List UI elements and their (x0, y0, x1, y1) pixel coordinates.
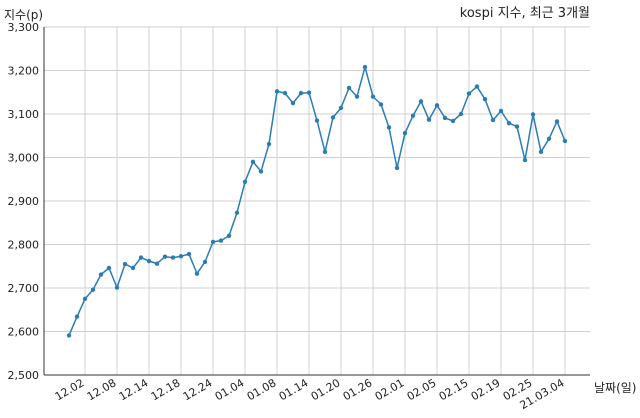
data-point (562, 138, 568, 144)
data-point (258, 169, 264, 174)
data-point (466, 91, 472, 96)
data-point (162, 254, 168, 259)
data-point (122, 261, 128, 267)
x-tick-label: 12.24 (181, 376, 215, 403)
x-tick-labels: 12.0212.0812.1412.1812.2401.0401.0801.14… (53, 376, 567, 412)
data-point (378, 102, 384, 107)
data-point (234, 210, 240, 215)
data-point (458, 111, 464, 117)
data-point (482, 97, 488, 102)
y-tick-label: 2,800 (8, 239, 40, 252)
data-point (218, 238, 224, 243)
data-point (194, 271, 200, 276)
data-point (426, 117, 432, 122)
data-point (154, 261, 160, 266)
data-point (290, 100, 296, 106)
data-point (338, 105, 344, 111)
data-point (306, 90, 312, 95)
data-point (402, 130, 408, 136)
x-tick-label: 01.08 (245, 376, 279, 403)
data-point (250, 159, 256, 165)
data-point (362, 64, 368, 70)
y-tick-label: 2,900 (8, 195, 40, 208)
data-point (242, 179, 248, 185)
x-tick-label: 01.26 (341, 376, 375, 403)
data-point (66, 333, 72, 338)
data-point (90, 287, 96, 292)
y-tick-label: 3,100 (8, 108, 40, 121)
data-point (410, 113, 416, 118)
x-tick-label: 12.08 (85, 376, 119, 403)
x-tick-label: 02.15 (437, 376, 471, 403)
data-point (186, 251, 192, 257)
data-point (130, 265, 136, 271)
data-point (514, 124, 520, 129)
data-point (226, 233, 232, 238)
data-point (282, 90, 288, 96)
data-point (138, 255, 144, 260)
data-point (506, 120, 512, 126)
data-point (106, 265, 112, 271)
y-tick-labels: 2,500 2,600 2,700 2,800 2,900 3,000 3,100 3,200… (8, 21, 40, 382)
data-point (98, 272, 104, 277)
data-point (450, 118, 456, 124)
y-tick-label: 3,200 (8, 65, 40, 78)
data-point (386, 125, 392, 130)
chart-title: kospi 지수, 최근 3개월 (460, 6, 590, 21)
data-point (442, 115, 448, 121)
grid (44, 26, 590, 376)
data-point (546, 136, 552, 141)
data-point (394, 165, 400, 171)
data-point (498, 108, 504, 114)
data-point (538, 149, 544, 155)
data-point (210, 239, 216, 245)
data-point (202, 259, 208, 265)
x-tick-label: 12.18 (149, 376, 183, 403)
data-point (474, 84, 480, 89)
x-tick-label: 01.14 (277, 376, 311, 403)
y-tick-label: 3,300 (8, 21, 40, 34)
data-point (370, 94, 376, 99)
y-tick-label: 2,600 (8, 326, 40, 339)
data-point (146, 258, 152, 264)
data-point (330, 115, 336, 120)
data-point (178, 254, 184, 259)
data-point (298, 90, 304, 96)
data-point (554, 119, 560, 124)
x-tick-label: 01.04 (213, 376, 247, 403)
x-tick-label: 12.14 (117, 376, 151, 403)
x-tick-label: 12.02 (53, 376, 87, 403)
data-point (522, 157, 528, 163)
data-point (490, 117, 496, 123)
data-point (170, 255, 176, 260)
y-tick-label: 3,000 (8, 152, 40, 165)
y-axis-label: 지수(p) (4, 8, 43, 22)
data-point (82, 296, 88, 302)
x-tick-label: 02.01 (373, 376, 407, 403)
x-axis-label: 날짜(일) (594, 381, 636, 395)
y-tick-label: 2,700 (8, 282, 40, 295)
data-point (354, 94, 360, 99)
data-point (266, 141, 272, 147)
data-point (274, 89, 280, 94)
data-point (322, 149, 328, 155)
axes (43, 27, 590, 376)
data-point (434, 103, 440, 108)
data-point (74, 314, 80, 319)
data-point (346, 85, 352, 91)
data-point (114, 285, 120, 290)
data-point (418, 99, 424, 104)
x-tick-label: 02.05 (405, 376, 439, 403)
data-point (314, 118, 320, 123)
data-point (530, 112, 536, 117)
x-tick-label: 01.20 (309, 376, 343, 403)
series-kospi (66, 64, 568, 338)
y-tick-label: 2,500 (8, 369, 40, 382)
x-tick-label: 02.19 (469, 376, 503, 403)
